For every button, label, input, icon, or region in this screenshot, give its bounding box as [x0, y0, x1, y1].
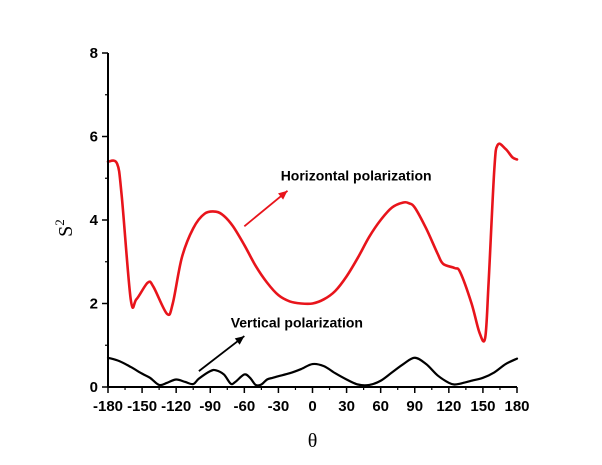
annotation-label: Horizontal polarization	[281, 167, 432, 183]
x-tick-label: -60	[233, 398, 255, 415]
annotation-label: Vertical polarization	[231, 315, 363, 331]
y-tick-label: 4	[90, 212, 99, 229]
annotation-arrowhead	[278, 190, 288, 200]
x-tick-label: 150	[470, 398, 495, 415]
x-tick-label: 0	[308, 398, 316, 415]
x-tick-label: -120	[161, 398, 191, 415]
x-tick-label: 180	[504, 398, 529, 415]
x-tick-label: -180	[93, 398, 123, 415]
x-tick-label: 90	[406, 398, 423, 415]
annotation-arrowhead	[234, 336, 245, 345]
annotation-arrow-line	[243, 190, 289, 227]
y-tick-label: 6	[90, 129, 98, 146]
annotation-arrow-line	[198, 335, 245, 372]
annotations: Horizontal polarization Vertical polariza…	[198, 167, 432, 372]
y-axis-title: S2	[52, 219, 77, 237]
axes-layer: -180 -150 -120 -90 -60 -30 0 30 60 90 120 150 180 0 2 4…	[90, 45, 530, 415]
y-axis-title-base: S	[55, 226, 77, 237]
series-layer	[106, 142, 519, 387]
x-tick-label: -150	[127, 398, 157, 415]
x-tick-label: -30	[268, 398, 290, 415]
ticks: -180 -150 -120 -90 -60 -30 0 30 60 90 120 150 180 0 2 4…	[90, 45, 530, 415]
y-axis-title-superscript: 2	[52, 219, 67, 226]
y-tick-label: 2	[90, 296, 98, 313]
x-tick-label: 120	[436, 398, 461, 415]
x-tick-label: 30	[338, 398, 355, 415]
y-tick-label: 8	[90, 45, 98, 62]
series-line-horizontal	[106, 142, 519, 343]
x-tick-label: 60	[372, 398, 389, 415]
x-tick-label: -90	[199, 398, 221, 415]
x-axis-title: θ	[308, 430, 318, 452]
y-tick-label: 0	[90, 379, 98, 396]
series-line-vertical	[106, 356, 519, 387]
